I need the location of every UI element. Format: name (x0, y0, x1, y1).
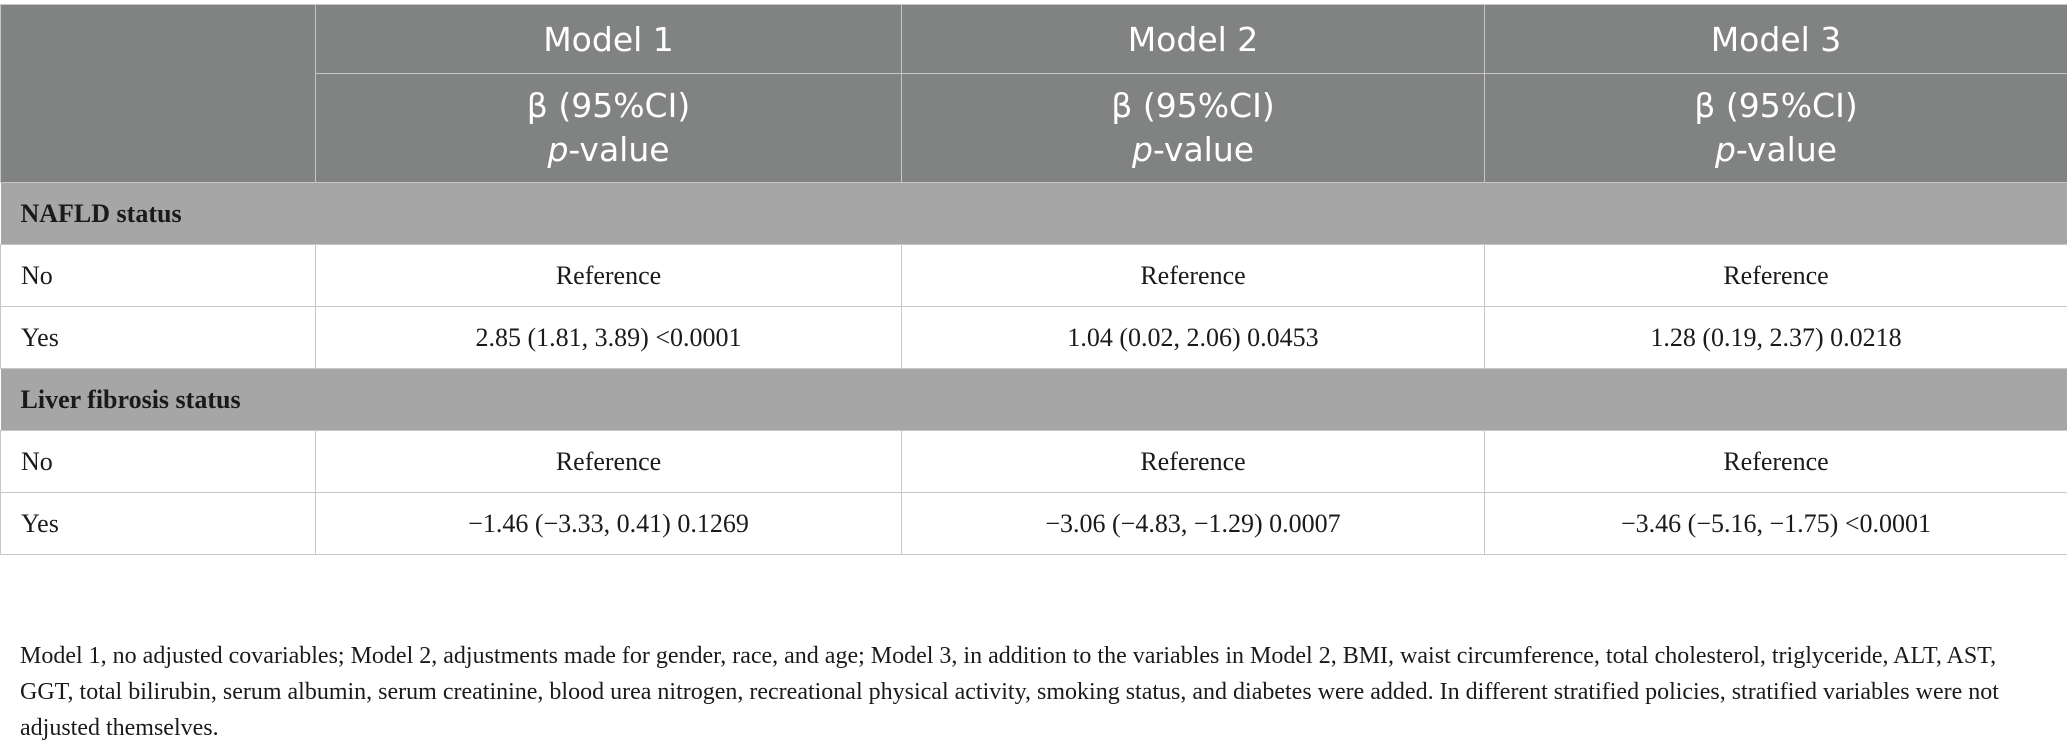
section-title: Liver fibrosis status (1, 369, 2067, 431)
header-row-models: Model 1 Model 2 Model 3 (1, 5, 2067, 74)
header-stats-model-2: β (95%CI) p-value (902, 74, 1485, 183)
p-italic: p (1132, 130, 1153, 169)
beta-ci-label: β (95%CI) (1485, 84, 2067, 128)
cell-model-1: 2.85 (1.81, 3.89) <0.0001 (316, 307, 902, 369)
p-italic: p (547, 130, 568, 169)
table-row: Yes 2.85 (1.81, 3.89) <0.0001 1.04 (0.02… (1, 307, 2067, 369)
cell-model-2: −3.06 (−4.83, −1.29) 0.0007 (902, 493, 1485, 555)
beta-ci-label: β (95%CI) (316, 84, 901, 128)
row-label: No (1, 245, 316, 307)
section-title: NAFLD status (1, 183, 2067, 245)
header-stats-model-3: β (95%CI) p-value (1485, 74, 2067, 183)
cell-model-1: Reference (316, 245, 902, 307)
cell-model-2: 1.04 (0.02, 2.06) 0.0453 (902, 307, 1485, 369)
header-stats-model-1: β (95%CI) p-value (316, 74, 902, 183)
table-body: NAFLD status No Reference Reference Refe… (1, 183, 2067, 555)
p-suffix: -value (568, 130, 669, 169)
cell-model-2: Reference (902, 245, 1485, 307)
table-header: Model 1 Model 2 Model 3 β (95%CI) p-valu… (1, 5, 2067, 183)
row-label: No (1, 431, 316, 493)
regression-results-table: Model 1 Model 2 Model 3 β (95%CI) p-valu… (0, 4, 2067, 555)
cell-model-3: Reference (1485, 245, 2067, 307)
p-suffix: -value (1736, 130, 1837, 169)
cell-model-1: Reference (316, 431, 902, 493)
results-table-container: Model 1 Model 2 Model 3 β (95%CI) p-valu… (0, 4, 2067, 555)
p-suffix: -value (1153, 130, 1254, 169)
table-row: No Reference Reference Reference (1, 431, 2067, 493)
cell-model-3: −3.46 (−5.16, −1.75) <0.0001 (1485, 493, 2067, 555)
table-row: No Reference Reference Reference (1, 245, 2067, 307)
cell-model-3: 1.28 (0.19, 2.37) 0.0218 (1485, 307, 2067, 369)
table-row: Yes −1.46 (−3.33, 0.41) 0.1269 −3.06 (−4… (1, 493, 2067, 555)
cell-model-2: Reference (902, 431, 1485, 493)
p-value-label: p-value (316, 128, 901, 172)
cell-model-1: −1.46 (−3.33, 0.41) 0.1269 (316, 493, 902, 555)
table-footnote: Model 1, no adjusted covariables; Model … (20, 638, 2040, 746)
header-corner-cell (1, 5, 316, 183)
header-model-3: Model 3 (1485, 5, 2067, 74)
row-label: Yes (1, 493, 316, 555)
row-label: Yes (1, 307, 316, 369)
p-italic: p (1715, 130, 1736, 169)
section-row-liver-fibrosis: Liver fibrosis status (1, 369, 2067, 431)
header-model-1: Model 1 (316, 5, 902, 74)
p-value-label: p-value (1485, 128, 2067, 172)
header-model-2: Model 2 (902, 5, 1485, 74)
beta-ci-label: β (95%CI) (902, 84, 1484, 128)
section-row-nafld: NAFLD status (1, 183, 2067, 245)
p-value-label: p-value (902, 128, 1484, 172)
cell-model-3: Reference (1485, 431, 2067, 493)
